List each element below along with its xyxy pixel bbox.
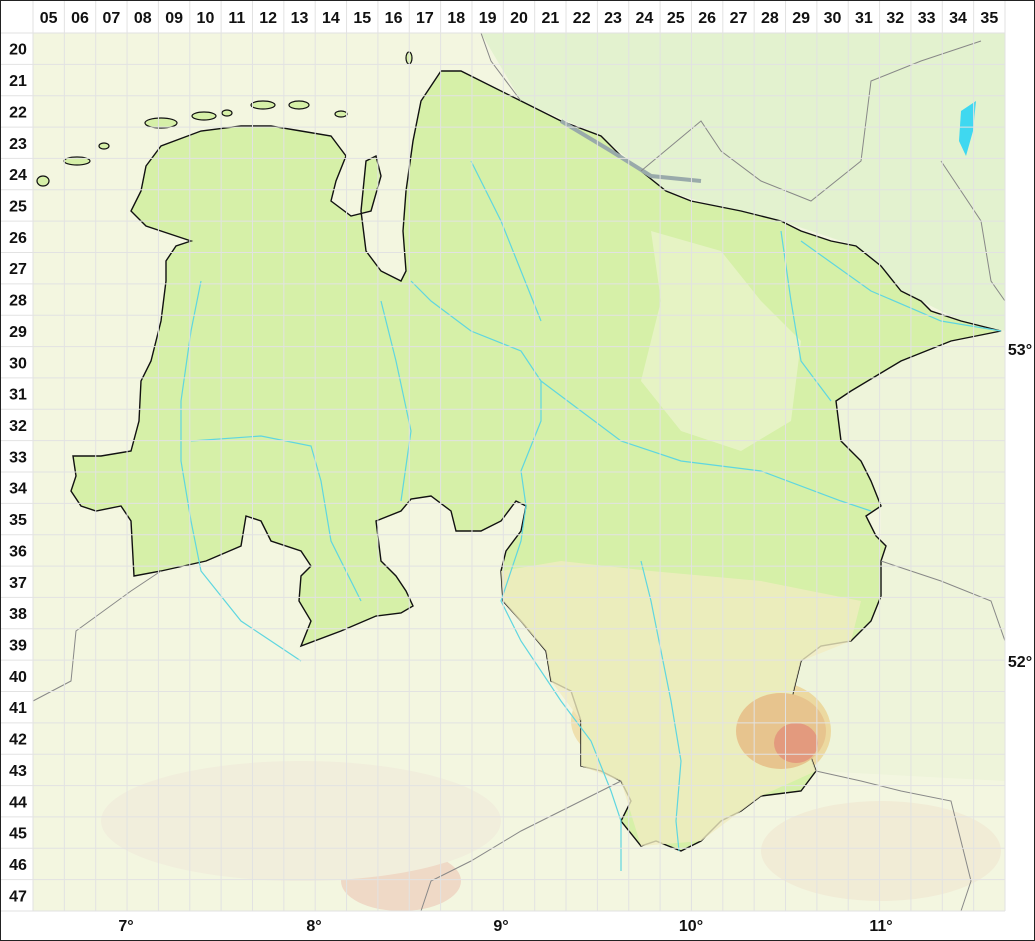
column-label: 34: [949, 10, 967, 27]
hill-area: [101, 761, 501, 881]
row-label: 41: [9, 700, 27, 717]
column-label: 25: [667, 10, 685, 27]
column-label: 27: [730, 10, 748, 27]
admin-borders: [32, 32, 1006, 912]
row-label: 23: [9, 136, 27, 153]
row-label: 46: [9, 857, 27, 874]
row-label: 39: [9, 637, 27, 654]
row-label: 37: [9, 575, 27, 592]
column-label: 21: [541, 10, 559, 27]
column-label: 22: [573, 10, 591, 27]
column-label: 28: [761, 10, 779, 27]
row-label: 36: [9, 543, 27, 560]
column-label: 31: [855, 10, 873, 27]
neighbour-region-north: [481, 33, 1005, 331]
river-hase: [190, 435, 362, 602]
foothill-area: [501, 561, 861, 846]
neighbour-region-east: [791, 331, 1005, 781]
column-label: 19: [479, 10, 497, 27]
row-label: 32: [9, 418, 27, 435]
column-label: 09: [165, 10, 183, 27]
column-label: 07: [102, 10, 120, 27]
row-label: 22: [9, 104, 27, 121]
grid-labels: 05 06 07 08 09 10 11 12 13 14 15 16 17 18 19 20 21 22 23 24…: [9, 10, 1032, 935]
row-label: 30: [9, 355, 27, 372]
row-label: 29: [9, 324, 27, 341]
row-label: 43: [9, 763, 27, 780]
column-label: 14: [322, 10, 340, 27]
row-label: 31: [9, 387, 27, 404]
row-label: 40: [9, 669, 27, 686]
river-weser: [410, 280, 622, 871]
column-label: 08: [134, 10, 152, 27]
column-label: 32: [886, 10, 904, 27]
column-label: 33: [918, 10, 936, 27]
lake: [959, 101, 976, 156]
row-label: 21: [9, 73, 27, 90]
river-aller: [540, 380, 872, 512]
peak-area: [774, 723, 818, 763]
row-label: 35: [9, 512, 27, 529]
latitude-label: 53°: [1008, 342, 1032, 359]
river-oste: [470, 160, 542, 322]
column-label: 35: [980, 10, 998, 27]
column-label: 24: [636, 10, 654, 27]
column-label: 13: [291, 10, 309, 27]
column-label: 29: [792, 10, 810, 27]
column-label: 18: [447, 10, 465, 27]
longitude-label: 8°: [306, 918, 321, 935]
river-hunte: [380, 300, 412, 502]
river-leine: [640, 560, 682, 852]
river-elbe-east: [800, 240, 1002, 332]
river-elbe: [559, 119, 702, 183]
column-label: 15: [353, 10, 371, 27]
rivers: [180, 119, 1002, 871]
longitude-label: 9°: [493, 918, 508, 935]
row-label: 25: [9, 198, 27, 215]
row-label: 28: [9, 293, 27, 310]
column-label: 30: [824, 10, 842, 27]
longitude-label: 11°: [869, 918, 892, 935]
row-label: 33: [9, 449, 27, 466]
column-label: 11: [228, 10, 245, 27]
row-label: 20: [9, 42, 27, 59]
column-label: 10: [197, 10, 215, 27]
row-label: 26: [9, 230, 27, 247]
heath-area: [641, 231, 801, 451]
column-label: 12: [259, 10, 277, 27]
row-label: 34: [9, 481, 27, 498]
row-label: 27: [9, 261, 27, 278]
column-label: 23: [604, 10, 622, 27]
column-label: 05: [40, 10, 58, 27]
hill-area: [761, 801, 1001, 901]
column-label: 20: [510, 10, 528, 27]
column-label: 16: [385, 10, 403, 27]
row-label: 38: [9, 606, 27, 623]
longitude-label: 10°: [679, 918, 703, 935]
row-label: 44: [9, 794, 27, 811]
grid-lines: [1, 1, 1006, 912]
column-label: 26: [698, 10, 716, 27]
longitude-label: 7°: [118, 918, 133, 935]
east-frisian-islands: [36, 51, 413, 187]
column-label: 06: [71, 10, 89, 27]
row-label: 24: [9, 167, 27, 184]
column-label: 17: [416, 10, 434, 27]
row-label: 42: [9, 732, 27, 749]
row-label: 47: [9, 888, 27, 905]
latitude-label: 52°: [1008, 654, 1032, 671]
row-label: 45: [9, 826, 27, 843]
